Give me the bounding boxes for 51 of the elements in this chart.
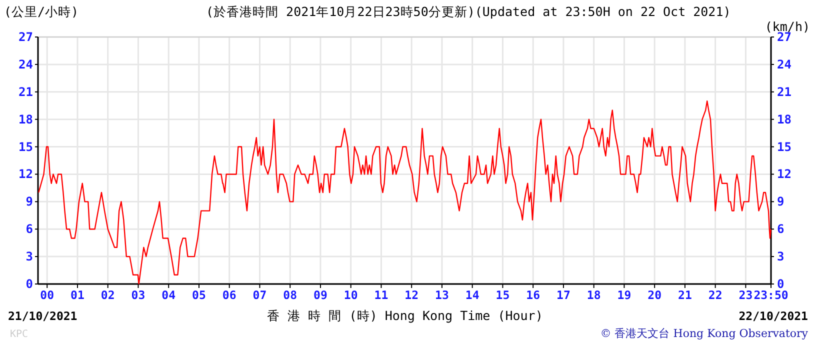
- y-tick-label: 15: [18, 140, 33, 154]
- x-tick-label: 12: [404, 288, 419, 302]
- y2-axis-title: (km/h): [764, 19, 810, 34]
- x-tick-label: 23: [738, 288, 753, 302]
- chart-title: (於香港時間 2021年10月22日23時50分更新)(Updated at 23:50H on 22 Oct 2021): [206, 4, 731, 19]
- x-tick-label: 00: [40, 288, 54, 302]
- y2-tick-label: 9: [777, 194, 784, 209]
- y-tick-label: 27: [18, 30, 33, 44]
- text: 22/10/2021: [738, 309, 808, 323]
- y2-tick-label: 18: [777, 112, 792, 126]
- x-tick-label: 09: [314, 288, 328, 302]
- x-tick-label: 19: [617, 288, 632, 302]
- x-tick-label: 06: [222, 288, 236, 302]
- y2-tick-label: 6: [777, 222, 784, 236]
- x-tick-label: 08: [283, 288, 298, 302]
- y-tick-label: 24: [18, 57, 33, 72]
- x-tick-label: 01: [70, 288, 84, 302]
- x-tick-label: 22: [708, 288, 722, 302]
- x-tick-label: 04: [162, 288, 176, 302]
- x-tick-label: 07: [252, 288, 267, 302]
- y2-tick-label: 12: [777, 167, 792, 182]
- y-tick-label: 12: [18, 167, 33, 182]
- x-tick-label: 11: [374, 288, 388, 302]
- y2-tick-label: 3: [777, 250, 784, 264]
- y-tick-label: 0: [26, 277, 33, 291]
- x-tick-label: 10: [344, 288, 358, 302]
- x-tick-label: 20: [648, 288, 662, 302]
- x-tick-label: 21: [678, 288, 692, 302]
- text: © 香港天文台 Hong Kong Observatory: [600, 327, 809, 340]
- x-tick-label: 05: [192, 288, 206, 302]
- x-tick-label: 15: [496, 288, 510, 302]
- x-axis-title: 香 港 時 間 (時) Hong Kong Time (Hour): [267, 308, 543, 323]
- y2-tick-label: 24: [777, 57, 792, 72]
- y2-tick-label: 15: [777, 140, 792, 154]
- x-tick-label: 02: [100, 288, 115, 302]
- x-tick-label: 03: [131, 288, 146, 302]
- y-tick-label: 18: [18, 112, 33, 126]
- x-tick-label: 17: [556, 288, 570, 302]
- y-axis-title: (公里/小時): [4, 4, 79, 19]
- x-tick-label: 23:50: [754, 288, 788, 302]
- y-tick-label: 3: [26, 250, 33, 264]
- x-tick-label: 13: [435, 288, 449, 302]
- x-tick-label: 16: [526, 288, 540, 302]
- y-tick-label: 6: [26, 222, 33, 236]
- x-tick-label: 18: [586, 288, 601, 302]
- y2-tick-label: 21: [777, 84, 792, 99]
- y2-tick-label: 0: [777, 277, 784, 291]
- y-tick-label: 9: [26, 194, 33, 209]
- x-tick-label: 14: [465, 288, 480, 302]
- y-tick-label: 21: [18, 84, 33, 99]
- text: 21/10/2021: [8, 309, 78, 323]
